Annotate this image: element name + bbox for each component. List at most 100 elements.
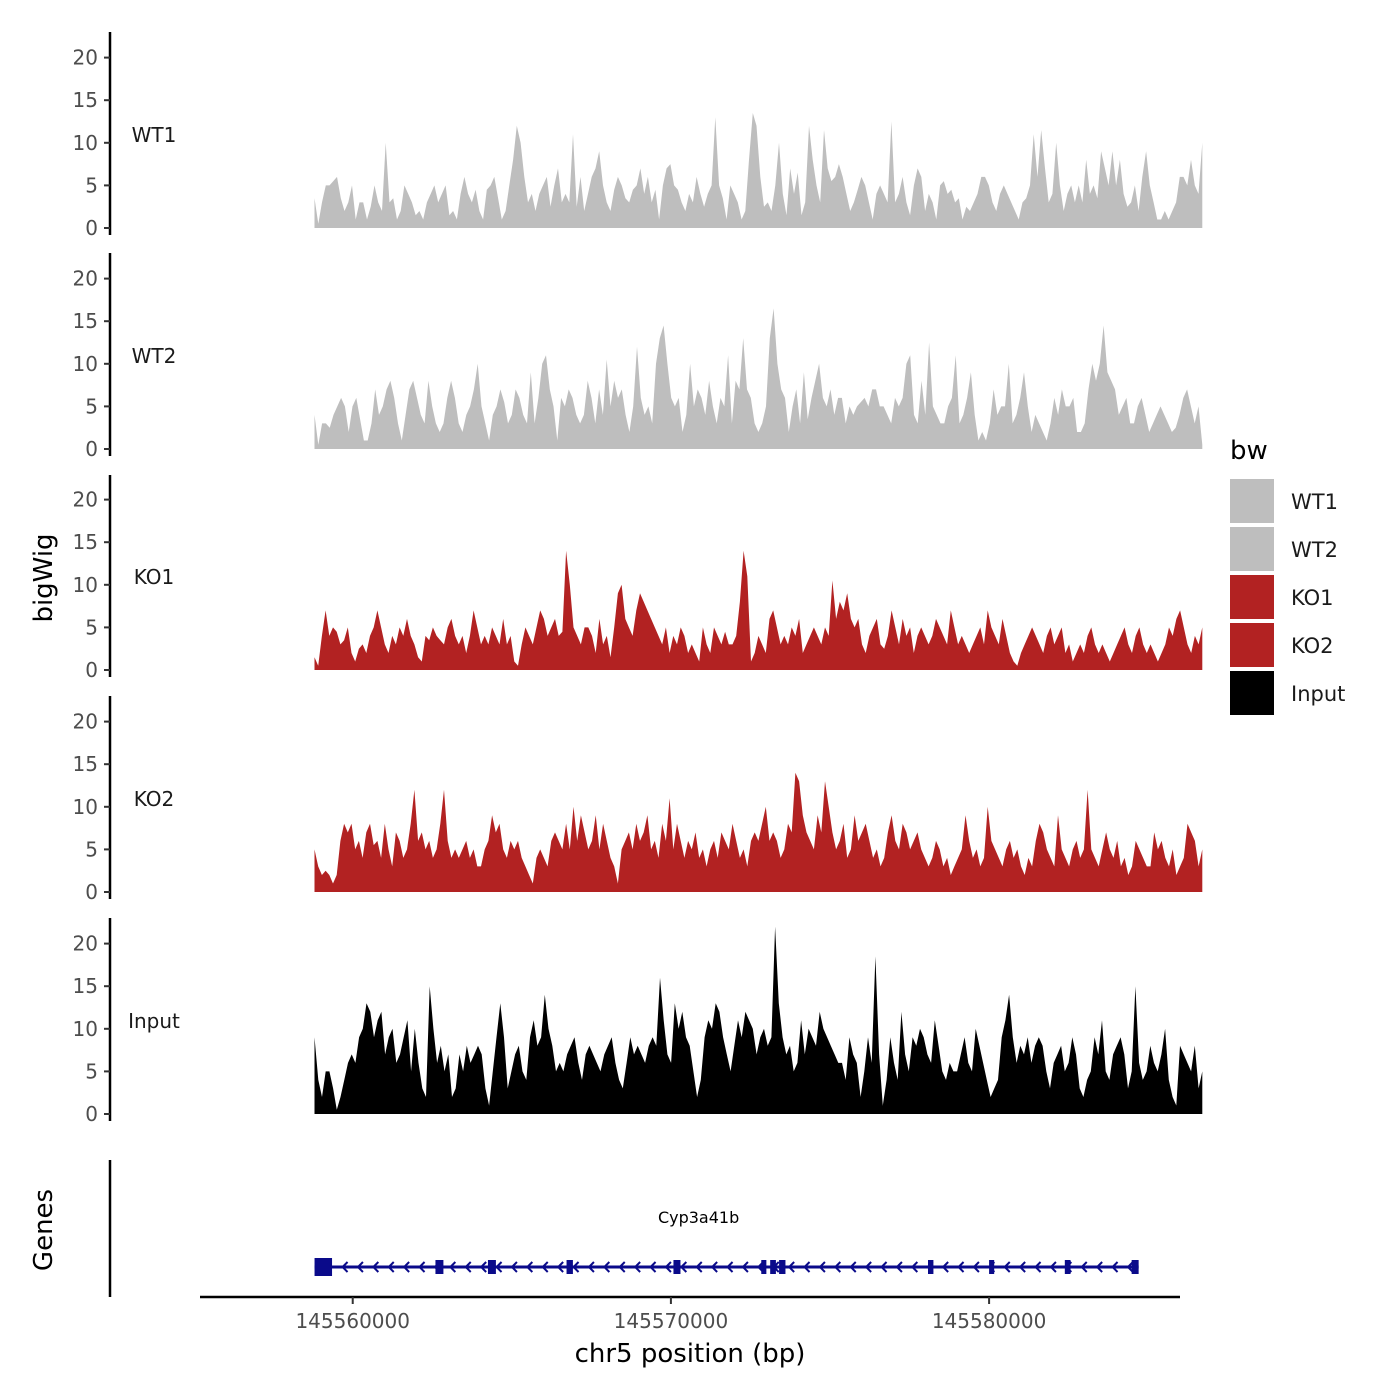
legend-label-wt2: WT2 [1291, 538, 1338, 562]
y-tick-label: 0 [85, 216, 98, 240]
strand-arrow [341, 1261, 349, 1273]
track-wt2: 0 5 10 15 20 WT2 [73, 253, 1203, 461]
gene-exon [761, 1260, 767, 1274]
strand-arrow [510, 1261, 518, 1273]
y-tick-label: 5 [85, 1059, 98, 1083]
strand-arrow [695, 1261, 703, 1273]
strand-arrow [633, 1261, 641, 1273]
strand-arrow [741, 1261, 749, 1273]
y-tick-label: 15 [73, 752, 98, 776]
area-wt1 [314, 113, 1203, 228]
legend-swatch-wt2 [1230, 527, 1274, 571]
legend-label-wt1: WT1 [1291, 490, 1338, 514]
gene-name-label: Cyp3a41b [658, 1208, 739, 1227]
strand-arrow [679, 1261, 688, 1273]
strand-arrow [649, 1261, 657, 1273]
gene-exon [673, 1260, 681, 1274]
y-tick-label: 10 [73, 1017, 98, 1041]
y-tick-label: 20 [73, 267, 98, 291]
strand-arrow [1111, 1261, 1119, 1273]
strand-arrow [803, 1261, 811, 1273]
strand-arrow [387, 1261, 395, 1273]
legend-swatch-ko2 [1230, 623, 1274, 667]
strand-arrow [479, 1261, 487, 1273]
track-ko1: 0 5 10 15 20 KO1 [73, 475, 1203, 682]
track-label-input: Input [128, 1009, 180, 1033]
strand-arrow [448, 1261, 457, 1273]
y-tick-label: 15 [73, 309, 98, 333]
strand-arrow [895, 1261, 903, 1273]
area-wt2 [314, 308, 1203, 449]
track-label-wt1: WT1 [132, 123, 177, 147]
legend-title: bw [1230, 436, 1268, 466]
y-tick-label: 20 [73, 488, 98, 512]
y-tick-label: 10 [73, 352, 98, 376]
strand-arrow [1095, 1261, 1103, 1273]
track-input: 0 5 10 15 20 Input [73, 918, 1203, 1126]
strand-arrow [525, 1261, 534, 1273]
strand-arrow [541, 1261, 549, 1273]
gene-exon [566, 1260, 573, 1274]
gene-exon [928, 1260, 934, 1274]
strand-arrow [941, 1261, 949, 1273]
strand-arrow [356, 1261, 364, 1273]
strand-arrow [664, 1261, 672, 1273]
track-label-ko2: KO2 [134, 787, 175, 811]
legend-swatch-input [1230, 671, 1274, 715]
strand-arrow [402, 1261, 410, 1273]
legend-label-input: Input [1291, 682, 1345, 706]
strand-arrow [972, 1261, 980, 1273]
strand-arrow [818, 1261, 826, 1273]
track-label-wt2: WT2 [132, 344, 177, 368]
strand-arrow [910, 1261, 919, 1273]
legend-swatch-ko1 [1230, 575, 1274, 619]
track-wt1: 0 5 10 15 20 WT1 [73, 32, 1203, 240]
y-tick-label: 10 [73, 795, 98, 819]
legend-swatch-wt1 [1230, 479, 1274, 523]
gene-exon [1064, 1260, 1071, 1274]
y-tick-label: 5 [85, 615, 98, 639]
y-tick-label: 0 [85, 880, 98, 904]
strand-arrow [1018, 1261, 1026, 1273]
gene-exon [1131, 1260, 1139, 1274]
x-axis: 145560000 145570000 145580000 [200, 1295, 1180, 1333]
strand-arrow [710, 1261, 718, 1273]
strand-arrow [556, 1261, 564, 1273]
strand-arrow [371, 1261, 380, 1273]
strand-arrow [587, 1261, 595, 1273]
x-tick-label: 145560000 [295, 1309, 410, 1333]
genes-track-title: Genes [29, 1189, 59, 1271]
gene-exon [770, 1260, 776, 1274]
strand-arrow [464, 1261, 472, 1273]
y-tick-label: 10 [73, 131, 98, 155]
gene-exon [779, 1260, 786, 1274]
strand-arrow [602, 1261, 611, 1273]
y-tick-label: 0 [85, 437, 98, 461]
area-ko2 [314, 772, 1203, 892]
gene-exon [435, 1260, 444, 1274]
y-tick-label: 5 [85, 173, 98, 197]
area-input [314, 926, 1203, 1114]
strand-arrow [1126, 1261, 1134, 1273]
y-tick-label: 20 [73, 932, 98, 956]
strand-arrow [726, 1261, 734, 1273]
legend-label-ko1: KO1 [1291, 586, 1334, 610]
legend-label-ko2: KO2 [1291, 634, 1334, 658]
y-tick-label: 5 [85, 394, 98, 418]
strand-arrow [1049, 1261, 1057, 1273]
gene-exon [989, 1260, 995, 1274]
strand-arrow [849, 1261, 857, 1273]
y-tick-label: 0 [85, 1102, 98, 1126]
gene-exon [487, 1260, 496, 1274]
strand-arrow [1003, 1261, 1011, 1273]
strand-arrow [880, 1261, 888, 1273]
track-ko2: 0 5 10 15 20 KO2 [73, 696, 1203, 904]
strand-arrow [1034, 1261, 1042, 1273]
strand-arrow [957, 1261, 965, 1273]
x-axis-title: chr5 position (bp) [575, 1339, 806, 1369]
x-tick-label: 145580000 [932, 1309, 1047, 1333]
strand-arrow [618, 1261, 626, 1273]
area-ko1 [314, 550, 1203, 670]
y-tick-label: 10 [73, 573, 98, 597]
